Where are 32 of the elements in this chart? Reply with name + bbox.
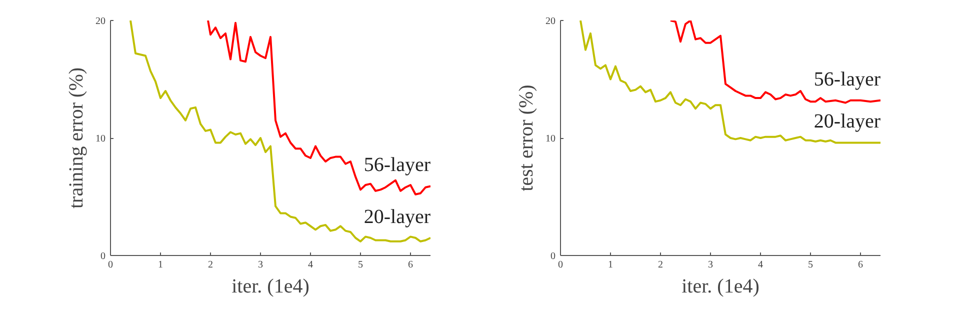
y-tick-label: 0: [550, 251, 556, 262]
x-tick-label: 6: [408, 260, 413, 270]
y-tick-label: 20: [546, 16, 556, 27]
line-series: [130, 20, 430, 242]
y-tick-label: 10: [96, 134, 106, 144]
x-tick-label: 4: [308, 260, 313, 270]
x-tick-label: 2: [208, 260, 213, 270]
series-label: 20-layer: [364, 206, 431, 228]
x-axis-title: iter. (1e4): [682, 276, 760, 298]
x-tick-label: 2: [658, 260, 663, 270]
series-label: 20-layer: [814, 110, 881, 133]
y-tick-label: 10: [546, 134, 556, 144]
y-tick-label: 0: [100, 251, 106, 262]
x-tick-label: 1: [158, 260, 163, 270]
x-tick-label: 0: [108, 260, 113, 270]
x-tick-label: 3: [258, 260, 263, 270]
x-tick-label: 1: [608, 260, 613, 270]
x-tick-label: 0: [558, 260, 563, 270]
x-tick-label: 4: [758, 260, 763, 270]
x-axis-title: iter. (1e4): [232, 276, 310, 298]
series-label: 56-layer: [814, 68, 881, 90]
y-axis-title: training error (%): [66, 67, 88, 209]
x-tick-label: 5: [358, 260, 363, 270]
line-series: [207, 20, 430, 196]
x-tick-label: 3: [708, 260, 713, 270]
y-axis-title: test error (%): [516, 84, 538, 192]
x-tick-label: 5: [808, 260, 813, 270]
line-series: [670, 20, 880, 104]
line-series: [580, 20, 880, 144]
x-tick-label: 6: [858, 260, 863, 270]
series-label: 56-layer: [364, 154, 431, 176]
y-tick-label: 20: [96, 16, 106, 27]
